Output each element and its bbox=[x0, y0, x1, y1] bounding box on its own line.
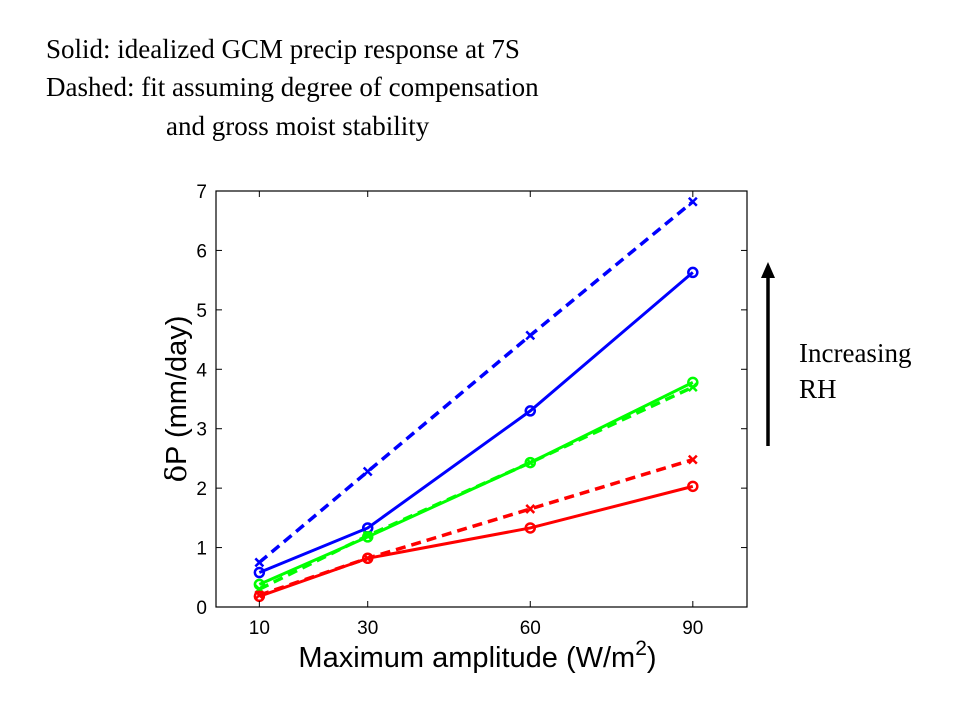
series-line bbox=[258, 271, 694, 574]
x-tick-label: 10 bbox=[249, 618, 270, 639]
data-point bbox=[362, 553, 373, 564]
data-point bbox=[525, 330, 536, 341]
x-axis-label-superscript: 2 bbox=[635, 637, 647, 660]
plot-frame bbox=[215, 190, 748, 608]
data-point bbox=[524, 456, 537, 469]
series-line bbox=[258, 457, 694, 597]
data-point-stroke bbox=[254, 557, 265, 568]
data-point bbox=[253, 590, 266, 603]
series-line bbox=[258, 385, 694, 591]
data-point-stroke bbox=[687, 382, 698, 392]
series-4 bbox=[253, 480, 699, 603]
data-point-stroke bbox=[362, 530, 373, 541]
y-tick-label: 7 bbox=[196, 182, 207, 203]
series-line bbox=[258, 381, 694, 586]
arrow-label: Increasing RH bbox=[799, 335, 911, 407]
data-point bbox=[687, 480, 699, 493]
legend-note-solid: Solid: idealized GCM precip response at … bbox=[46, 34, 520, 64]
x-axis-label-suffix: ) bbox=[647, 642, 657, 674]
data-point-stroke bbox=[525, 457, 536, 468]
y-tick-label: 3 bbox=[196, 420, 207, 441]
data-point-stroke bbox=[362, 466, 373, 477]
x-axis-label-main: Maximum amplitude (W/m bbox=[298, 642, 635, 674]
x-tick-label: 90 bbox=[682, 618, 703, 639]
data-point bbox=[524, 522, 537, 534]
series-line bbox=[258, 484, 694, 598]
data-point bbox=[524, 405, 537, 417]
data-point-stroke bbox=[254, 590, 265, 600]
y-tick-label: 5 bbox=[196, 301, 207, 322]
legend-note-dashed: Dashed: fit assuming degree of compensat… bbox=[46, 72, 539, 102]
data-point bbox=[687, 454, 698, 465]
rh-arrow bbox=[761, 262, 775, 446]
data-point-stroke bbox=[525, 504, 536, 514]
ticks-layer: 10 30 60 90 0 1 2 3 4 5 6 7 bbox=[196, 182, 747, 639]
y-axis-label-symbol: δ bbox=[159, 465, 193, 482]
legend-note-dashed-continued: and gross moist stability bbox=[166, 111, 430, 141]
data-point-stroke bbox=[687, 454, 698, 465]
data-point-stroke bbox=[362, 553, 373, 564]
series-5 bbox=[254, 454, 698, 600]
x-axis-label: Maximum amplitude (W/m2) bbox=[298, 637, 656, 674]
y-tick-label: 2 bbox=[196, 479, 207, 500]
series-line bbox=[258, 200, 694, 564]
y-tick-label: 4 bbox=[196, 360, 207, 381]
data-point bbox=[525, 457, 536, 468]
data-point bbox=[687, 266, 699, 279]
data-point bbox=[687, 382, 698, 392]
y-tick-label: 1 bbox=[196, 539, 207, 560]
data-point bbox=[687, 196, 698, 207]
rh-arrow-head bbox=[761, 262, 775, 278]
data-point bbox=[525, 504, 536, 514]
x-tick-label: 60 bbox=[520, 618, 541, 639]
arrow-label-line2: RH bbox=[799, 374, 837, 404]
y-axis-label: δP (mm/day) bbox=[159, 316, 193, 483]
data-point bbox=[362, 530, 373, 541]
data-point bbox=[254, 557, 265, 568]
arrow-label-line1: Increasing bbox=[799, 338, 912, 368]
x-tick-label: 30 bbox=[357, 618, 378, 639]
y-axis-label-text: P (mm/day) bbox=[161, 316, 193, 465]
data-point bbox=[253, 566, 266, 579]
data-point-stroke bbox=[525, 330, 536, 341]
data-point-stroke bbox=[687, 196, 698, 207]
series-0 bbox=[253, 266, 699, 579]
series-layer bbox=[253, 196, 699, 603]
y-tick-label: 0 bbox=[196, 598, 207, 619]
y-tick-label: 6 bbox=[196, 241, 207, 262]
series-1 bbox=[254, 196, 698, 568]
data-point bbox=[254, 590, 265, 600]
data-point bbox=[362, 466, 373, 477]
